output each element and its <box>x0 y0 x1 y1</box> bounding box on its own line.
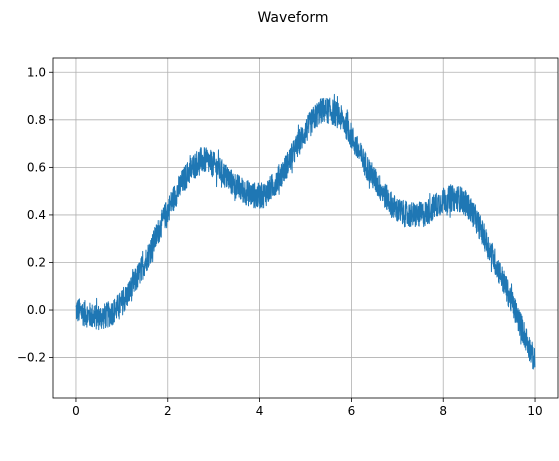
y-tick-label: 1.0 <box>27 65 46 79</box>
chart-title: Waveform <box>257 10 328 26</box>
x-tick-label: 4 <box>256 404 264 418</box>
y-tick-label: −0.2 <box>17 351 46 365</box>
x-tick-label: 8 <box>439 404 447 418</box>
x-tick-label: 0 <box>72 404 80 418</box>
series-layer <box>75 93 536 370</box>
y-tick-label: 0.2 <box>27 255 46 269</box>
y-tick-label: 0.8 <box>27 113 46 127</box>
axis-ticks: 0 2 4 6 8 10 −0.2 0.0 0.2 0.4 0.6 0.8 1.0 <box>17 65 543 418</box>
x-tick-label: 10 <box>527 404 542 418</box>
x-tick-label: 2 <box>164 404 172 418</box>
x-tick-label: 6 <box>348 404 356 418</box>
y-tick-label: 0.6 <box>27 160 46 174</box>
series-line <box>75 93 536 370</box>
axes-frame <box>52 57 559 399</box>
y-tick-label: 0.4 <box>27 208 46 222</box>
y-tick-label: 0.0 <box>27 303 46 317</box>
